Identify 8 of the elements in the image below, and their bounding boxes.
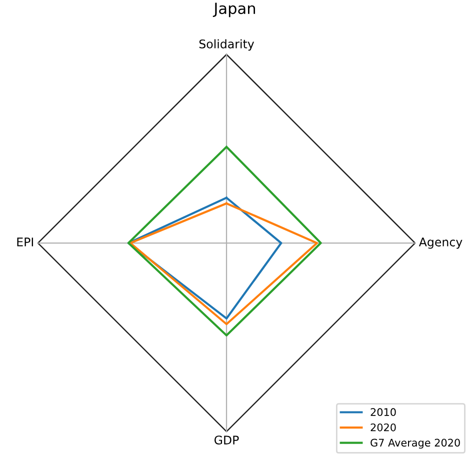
spoke-label: Solidarity	[199, 39, 254, 51]
legend-label: G7 Average 2020	[370, 438, 460, 449]
chart-title: Japan	[212, 2, 256, 18]
spoke-label: EPI	[17, 238, 34, 246]
spoke-label: GDP	[214, 436, 239, 445]
legend-label: 2020	[370, 423, 396, 432]
spoke-label: Agency	[418, 238, 462, 249]
legend-label: 2010	[370, 408, 396, 416]
